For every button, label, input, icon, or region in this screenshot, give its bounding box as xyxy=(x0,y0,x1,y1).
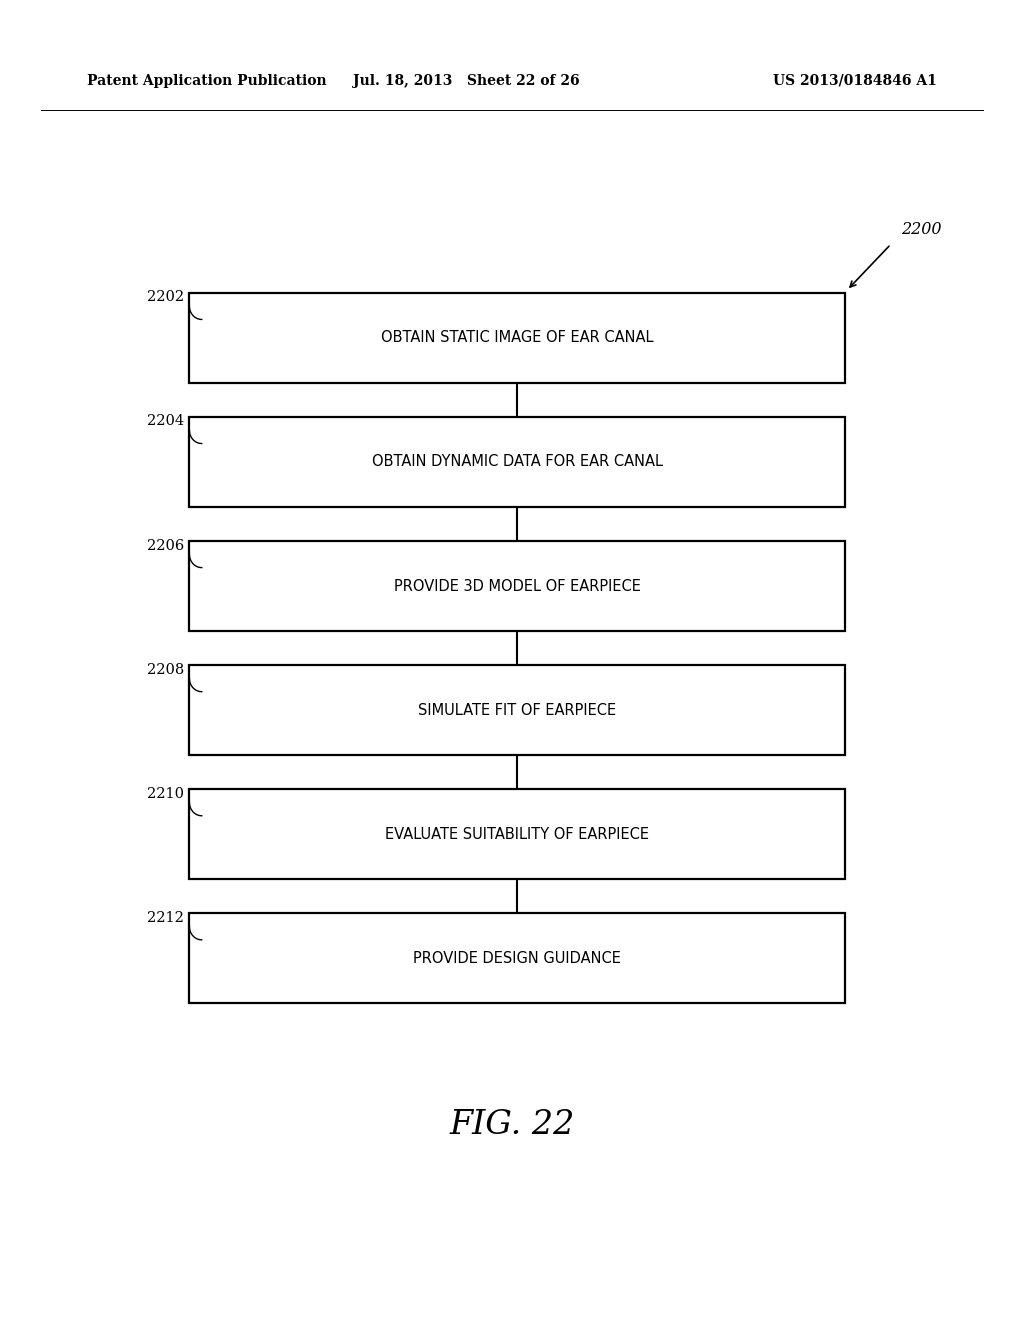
Text: 2210: 2210 xyxy=(147,787,184,801)
Text: PROVIDE DESIGN GUIDANCE: PROVIDE DESIGN GUIDANCE xyxy=(413,950,622,966)
Text: 2212: 2212 xyxy=(147,911,184,925)
Text: US 2013/0184846 A1: US 2013/0184846 A1 xyxy=(773,74,937,87)
Bar xyxy=(189,913,845,1003)
Text: 2200: 2200 xyxy=(901,220,942,238)
Text: 2206: 2206 xyxy=(147,539,184,553)
Text: PROVIDE 3D MODEL OF EARPIECE: PROVIDE 3D MODEL OF EARPIECE xyxy=(393,578,641,594)
Text: Jul. 18, 2013   Sheet 22 of 26: Jul. 18, 2013 Sheet 22 of 26 xyxy=(352,74,580,87)
Text: 2202: 2202 xyxy=(147,290,184,305)
Bar xyxy=(189,541,845,631)
Text: Patent Application Publication: Patent Application Publication xyxy=(87,74,327,87)
Bar xyxy=(189,665,845,755)
Text: FIG. 22: FIG. 22 xyxy=(450,1109,574,1140)
Text: SIMULATE FIT OF EARPIECE: SIMULATE FIT OF EARPIECE xyxy=(418,702,616,718)
Text: OBTAIN DYNAMIC DATA FOR EAR CANAL: OBTAIN DYNAMIC DATA FOR EAR CANAL xyxy=(372,454,663,470)
Text: OBTAIN STATIC IMAGE OF EAR CANAL: OBTAIN STATIC IMAGE OF EAR CANAL xyxy=(381,330,653,346)
Bar xyxy=(189,417,845,507)
Text: 2208: 2208 xyxy=(147,663,184,677)
Text: 2204: 2204 xyxy=(147,414,184,429)
Bar xyxy=(189,789,845,879)
Bar xyxy=(189,293,845,383)
Text: EVALUATE SUITABILITY OF EARPIECE: EVALUATE SUITABILITY OF EARPIECE xyxy=(385,826,649,842)
